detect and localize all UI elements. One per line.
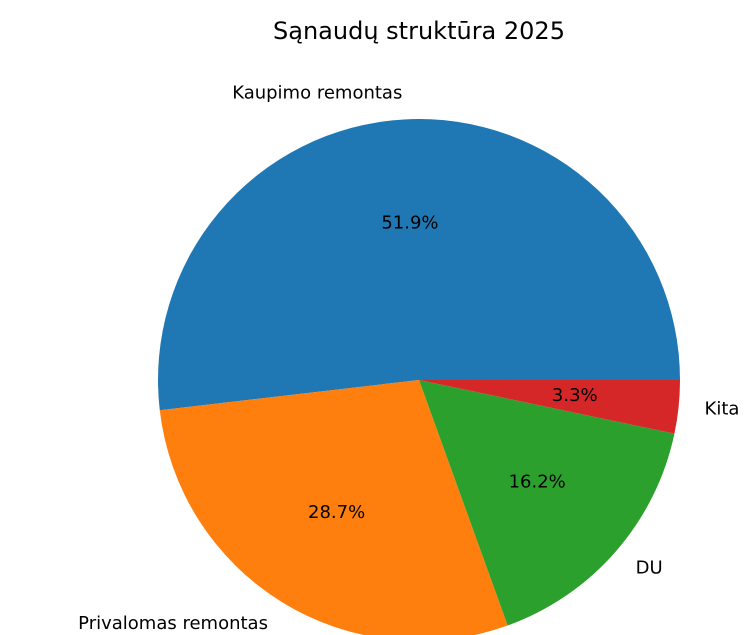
pie-slice xyxy=(419,380,680,434)
percent-label: 28.7% xyxy=(308,502,365,523)
percent-label: 16.2% xyxy=(509,472,566,493)
slice-label: Kita xyxy=(705,399,740,420)
slice-label: DU xyxy=(636,557,663,578)
slice-label: Kaupimo remontas xyxy=(232,82,402,103)
pie-slice xyxy=(157,118,681,411)
pie-slice xyxy=(159,380,508,635)
chart-title: Sąnaudų struktūra 2025 xyxy=(273,17,565,45)
percent-label: 3.3% xyxy=(552,385,598,406)
percent-label: 51.9% xyxy=(381,213,438,234)
pie-slice xyxy=(419,380,675,626)
slice-label: Privalomas remontas xyxy=(78,613,268,634)
